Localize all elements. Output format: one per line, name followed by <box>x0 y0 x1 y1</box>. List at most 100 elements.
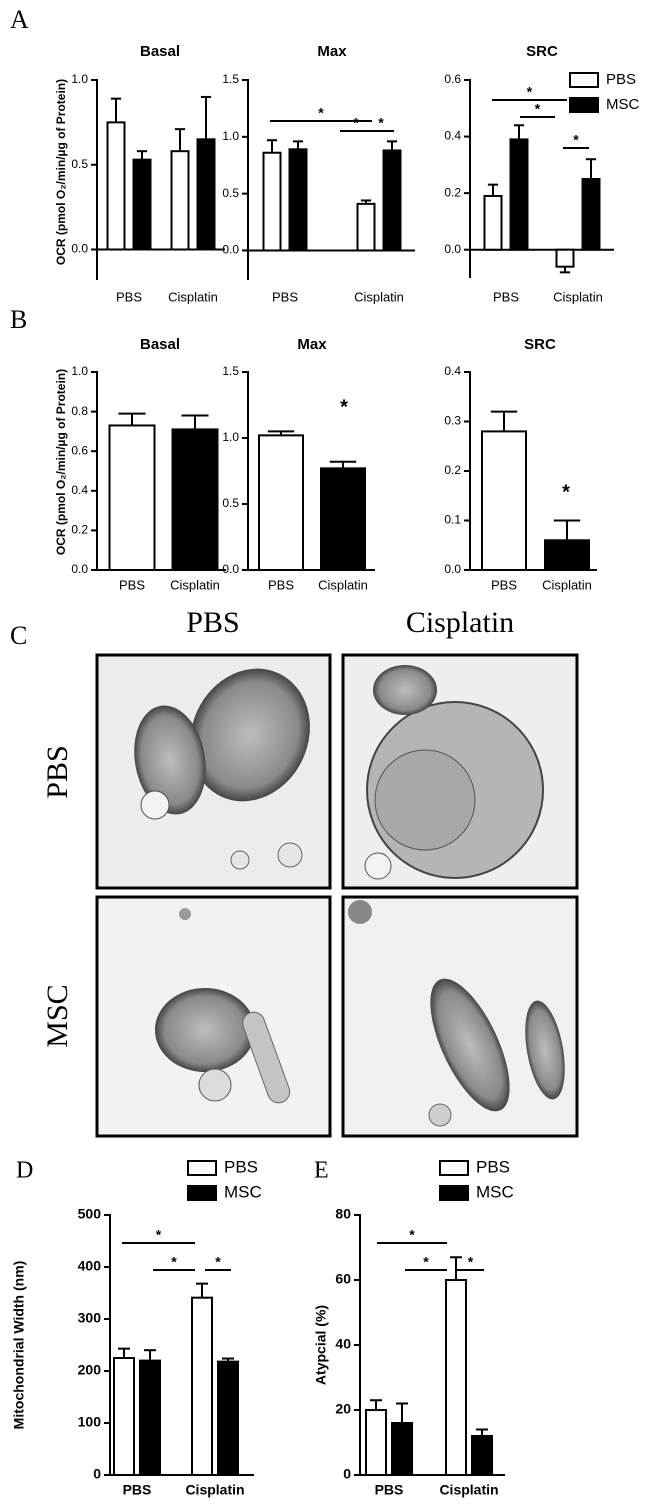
bar <box>365 1409 387 1476</box>
significance-star: * <box>562 481 570 503</box>
significance-star: * <box>318 105 324 121</box>
y-tick-label: 0 <box>343 1466 351 1482</box>
y-tick-label: 0.8 <box>71 404 88 418</box>
x-tick-label: Cisplatin <box>168 289 218 304</box>
legend-label: PBS <box>606 71 636 88</box>
bar <box>544 539 590 571</box>
y-tick-label: 0.3 <box>444 414 461 428</box>
bar <box>481 430 527 571</box>
y-tick-label: 0.0 <box>444 562 461 576</box>
chart-title: Basal <box>140 43 180 60</box>
y-tick-label: 1.0 <box>71 72 88 86</box>
legend-label: PBS <box>476 1157 510 1176</box>
bar <box>170 150 190 251</box>
y-tick-label: 1.5 <box>222 364 239 378</box>
significance-star: * <box>353 115 359 131</box>
y-axis-label: Atypcial (%) <box>313 1305 329 1385</box>
significance-star: * <box>535 101 541 117</box>
y-tick-label: 100 <box>78 1414 102 1430</box>
significance-star: * <box>468 1254 474 1270</box>
chart-title: Basal <box>140 336 180 353</box>
bar <box>258 434 304 571</box>
column-label: PBS <box>186 606 239 639</box>
chart-title: Max <box>317 43 347 60</box>
y-tick-label: 200 <box>78 1362 102 1378</box>
y-tick-label: 0.6 <box>71 443 88 457</box>
y-tick-label: 0.4 <box>71 483 88 497</box>
y-tick-label: 400 <box>78 1258 102 1274</box>
legend-swatch <box>439 1160 469 1176</box>
x-tick-label: Cisplatin <box>170 577 220 592</box>
bar <box>139 1359 161 1476</box>
bar <box>382 149 402 252</box>
bar <box>171 428 219 572</box>
legend-swatch <box>187 1185 217 1201</box>
bar <box>391 1422 413 1476</box>
significance-star: * <box>573 132 579 148</box>
y-tick-label: 0.5 <box>222 496 239 510</box>
significance-star: * <box>409 1227 415 1243</box>
bar <box>356 202 376 252</box>
panel-label: A <box>10 5 29 34</box>
significance-star: * <box>171 1254 177 1270</box>
bar <box>471 1435 493 1476</box>
bar <box>262 151 282 252</box>
x-tick-label: Cisplatin <box>542 577 592 592</box>
micrograph <box>95 895 332 1138</box>
micrograph <box>341 653 579 890</box>
bar <box>108 424 156 571</box>
legend-swatch <box>569 97 599 113</box>
legend-label: MSC <box>606 96 640 113</box>
y-tick-label: 1.0 <box>71 364 88 378</box>
x-tick-label: PBS <box>272 289 298 304</box>
y-tick-label: 1.0 <box>222 129 239 143</box>
y-tick-label: 0.1 <box>444 513 461 527</box>
y-tick-label: 0 <box>93 1466 101 1482</box>
y-tick-label: 20 <box>335 1401 351 1417</box>
legend-swatch <box>569 72 599 88</box>
row-label: MSC <box>41 984 74 1047</box>
bar <box>509 138 529 251</box>
y-tick-label: 0.2 <box>444 463 461 477</box>
bar <box>581 178 601 251</box>
x-tick-label: PBS <box>116 289 142 304</box>
bar <box>191 1296 213 1477</box>
bar <box>445 1279 467 1476</box>
x-tick-label: Cisplatin <box>354 289 404 304</box>
x-tick-label: Cisplatin <box>318 577 368 592</box>
significance-star: * <box>340 396 348 418</box>
bar <box>555 248 575 268</box>
x-tick-label: PBS <box>123 1482 152 1498</box>
chart-title: Max <box>297 336 327 353</box>
y-tick-label: 0.0 <box>71 242 88 256</box>
bar <box>113 1357 135 1476</box>
panel-label: B <box>10 305 27 334</box>
x-tick-label: Cisplatin <box>553 289 603 304</box>
y-tick-label: 40 <box>335 1336 351 1352</box>
chart-title: SRC <box>524 336 556 353</box>
y-tick-label: 0.0 <box>71 562 88 576</box>
significance-star: * <box>156 1227 162 1243</box>
significance-star: * <box>215 1254 221 1270</box>
y-tick-label: 0.6 <box>444 72 461 86</box>
legend-label: MSC <box>224 1182 262 1201</box>
legend-label: PBS <box>224 1157 258 1176</box>
y-tick-label: 0.0 <box>444 242 461 256</box>
legend-swatch <box>439 1185 469 1201</box>
x-tick-label: PBS <box>119 577 145 592</box>
x-tick-label: PBS <box>493 289 519 304</box>
column-label: Cisplatin <box>406 606 514 639</box>
chart-title: SRC <box>526 43 558 60</box>
y-tick-label: 1.5 <box>222 72 239 86</box>
bar <box>196 138 216 251</box>
x-tick-label: Cisplatin <box>185 1482 244 1498</box>
y-tick-label: 500 <box>78 1206 102 1222</box>
significance-star: * <box>527 84 533 100</box>
bar <box>132 158 152 251</box>
y-tick-label: 0.2 <box>444 185 461 199</box>
bar <box>320 467 366 571</box>
y-tick-label: 1.0 <box>222 430 239 444</box>
y-tick-label: 0.4 <box>444 129 461 143</box>
row-label: PBS <box>41 745 74 798</box>
